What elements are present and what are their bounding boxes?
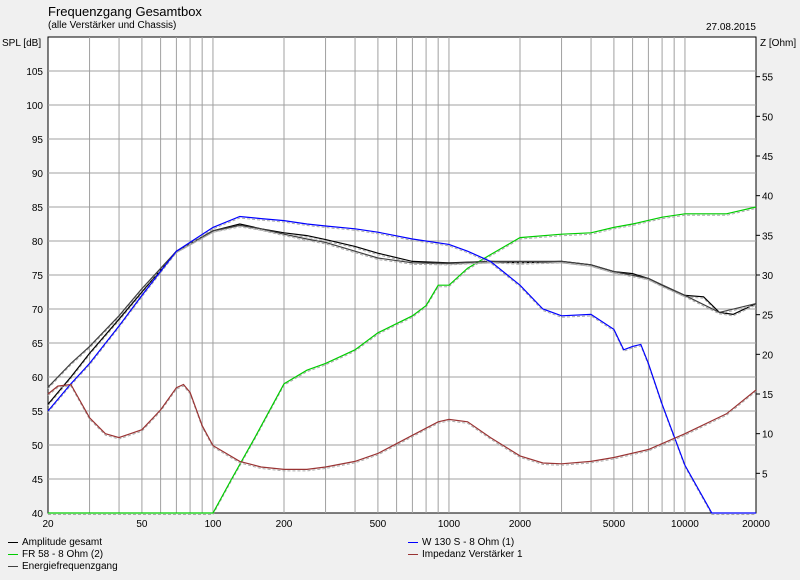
y-left-tick-label: 105	[26, 67, 43, 78]
legend-swatch	[8, 554, 18, 555]
y-axis-right-label: Z [Ohm]	[760, 38, 797, 49]
series-line-simulated	[47, 226, 757, 390]
y-left-tick-label: 45	[32, 475, 44, 486]
series-line-4	[47, 383, 757, 470]
series-line-1	[48, 206, 757, 514]
x-tick-label: 5000	[603, 519, 626, 530]
y-left-tick-label: 55	[32, 407, 44, 418]
y-left-tick-label: 90	[32, 169, 44, 180]
x-tick-label: 500	[370, 519, 387, 530]
chart-title: Frequenzgang Gesamtbox	[48, 4, 202, 19]
x-tick-label: 2000	[509, 519, 532, 530]
series-lines	[47, 206, 757, 515]
legend-label: Amplitude gesamt	[22, 537, 103, 548]
y-right-tick-label: 20	[762, 350, 774, 361]
y-right-tick-label: 40	[762, 192, 774, 203]
series-line-simulated	[48, 208, 757, 515]
legend-swatch	[8, 566, 18, 567]
legend-item-w130s: W 130 S - 8 Ohm (1)	[408, 537, 514, 548]
legend-item-energie: Energiefrequenzgang	[8, 561, 118, 572]
y-right-tick-label: 45	[762, 152, 774, 163]
legend-label: FR 58 - 8 Ohm (2)	[22, 549, 104, 560]
x-tick-label: 200	[276, 519, 293, 530]
chart-date: 27.08.2015	[705, 22, 756, 33]
y-right-tick-label: 25	[762, 311, 774, 322]
y-left-tick-label: 100	[26, 101, 43, 112]
y-left-tick-label: 65	[32, 339, 44, 350]
y-right-tick-label: 10	[762, 430, 774, 441]
y-right-tick-label: 50	[762, 112, 774, 123]
y-axis-left-label: SPL [dB]	[2, 38, 42, 49]
series-line-simulated	[47, 385, 757, 472]
y-left-tick-label: 70	[32, 305, 44, 316]
legend-swatch	[8, 542, 18, 543]
grid	[48, 37, 756, 513]
legend-item-amplitude: Amplitude gesamt	[8, 537, 102, 548]
series-line-2	[47, 224, 757, 388]
y-left-tick-label: 40	[32, 509, 44, 520]
legend-label: Impedanz Verstärker 1	[422, 549, 523, 560]
tick-labels: 20 50 100 200 500 1000 2000 5000 10000 20000 40 45 5…	[26, 67, 773, 530]
x-tick-label: 50	[136, 519, 148, 530]
y-left-tick-label: 95	[32, 135, 44, 146]
y-right-tick-label: 15	[762, 390, 774, 401]
legend-item-impedanz: Impedanz Verstärker 1	[408, 549, 523, 560]
x-tick-label: 20000	[742, 519, 770, 530]
y-left-tick-label: 85	[32, 203, 44, 214]
y-left-tick-label: 60	[32, 373, 44, 384]
y-right-tick-label: 55	[762, 73, 774, 84]
x-tick-label: 20	[42, 519, 54, 530]
y-right-tick-label: 35	[762, 231, 774, 242]
y-left-tick-label: 75	[32, 271, 44, 282]
chart-subtitle: (alle Verstärker und Chassis)	[48, 20, 177, 31]
y-left-tick-label: 80	[32, 237, 44, 248]
x-tick-label: 10000	[671, 519, 699, 530]
legend-swatch	[408, 554, 418, 555]
legend-label: W 130 S - 8 Ohm (1)	[422, 537, 515, 548]
y-left-tick-label: 50	[32, 441, 44, 452]
y-right-tick-label: 5	[762, 469, 768, 480]
series-line-3	[47, 215, 756, 514]
legend-label: Energiefrequenzgang	[22, 561, 118, 572]
x-tick-label: 1000	[438, 519, 461, 530]
legend-item-fr58: FR 58 - 8 Ohm (2)	[8, 549, 103, 560]
legend-swatch	[408, 542, 418, 543]
y-right-tick-label: 30	[762, 271, 774, 282]
x-tick-label: 100	[205, 519, 222, 530]
